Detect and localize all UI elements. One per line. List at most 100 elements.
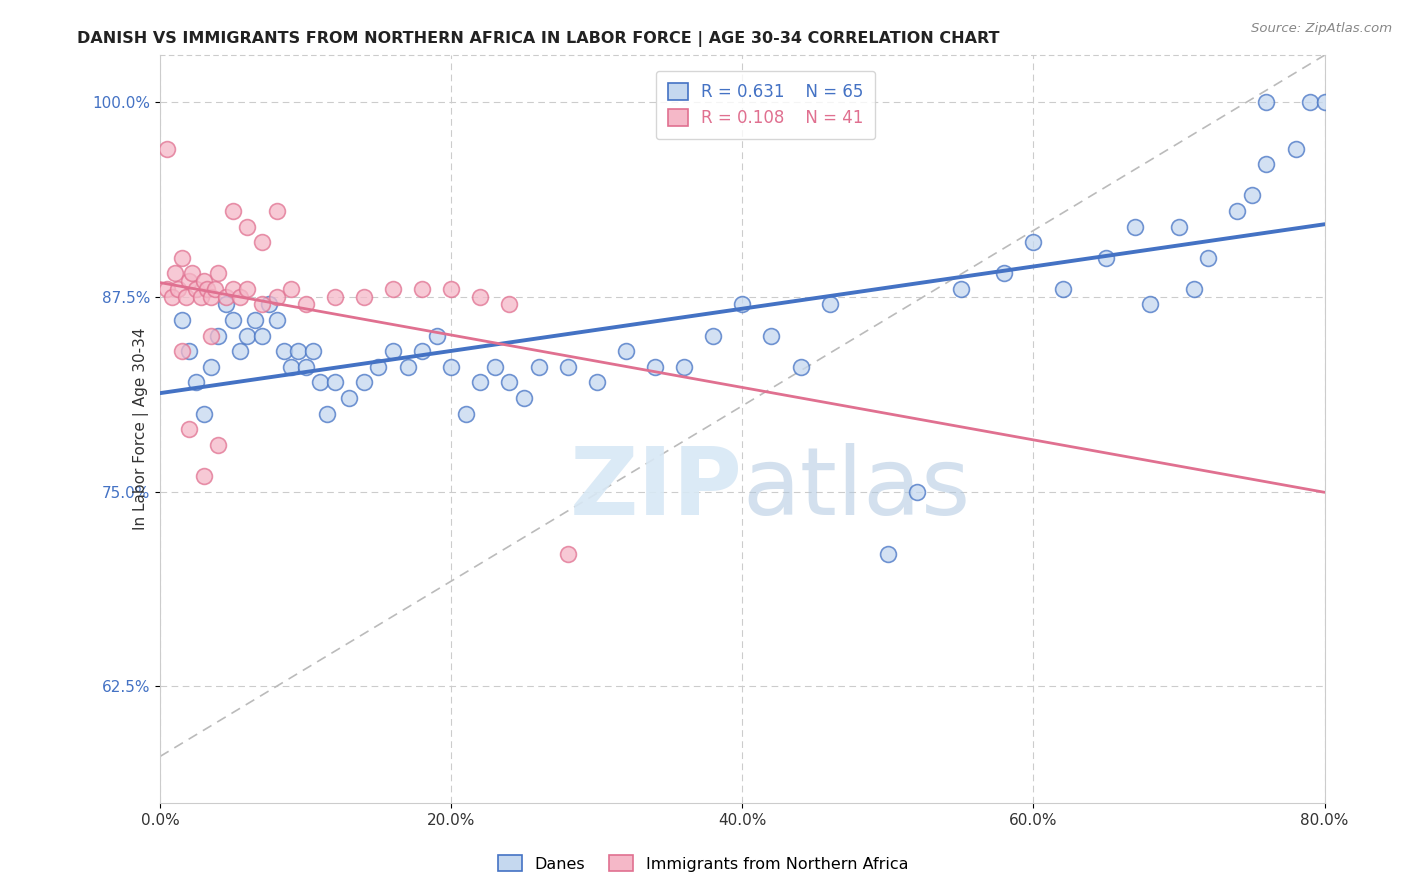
Point <box>905 484 928 499</box>
Point <box>156 142 179 156</box>
Point <box>1168 219 1191 234</box>
Point <box>498 376 520 390</box>
Point <box>179 422 201 436</box>
Point <box>236 328 259 343</box>
Point <box>222 313 245 327</box>
Point <box>527 359 550 374</box>
Point <box>316 407 339 421</box>
Point <box>498 297 520 311</box>
Point <box>1256 95 1278 109</box>
Point <box>222 282 245 296</box>
Point <box>411 344 433 359</box>
Point <box>280 282 302 296</box>
Point <box>156 282 179 296</box>
Point <box>323 290 346 304</box>
Point <box>353 290 375 304</box>
Point <box>557 359 579 374</box>
Point <box>1022 235 1045 249</box>
Point <box>381 282 404 296</box>
Point <box>257 297 280 311</box>
Point <box>1052 282 1074 296</box>
Point <box>200 359 222 374</box>
Point <box>1284 142 1306 156</box>
Point <box>440 282 463 296</box>
Point <box>266 204 288 219</box>
Point <box>236 219 259 234</box>
Legend: R = 0.631    N = 65, R = 0.108    N = 41: R = 0.631 N = 65, R = 0.108 N = 41 <box>657 71 875 139</box>
Point <box>186 282 208 296</box>
Point <box>250 235 273 249</box>
Point <box>614 344 637 359</box>
Point <box>160 290 183 304</box>
Point <box>294 297 316 311</box>
Point <box>166 282 188 296</box>
Point <box>236 282 259 296</box>
Point <box>323 376 346 390</box>
Point <box>170 251 193 265</box>
Point <box>250 328 273 343</box>
Point <box>207 328 229 343</box>
Point <box>411 282 433 296</box>
Point <box>186 376 208 390</box>
Point <box>396 359 419 374</box>
Point <box>250 297 273 311</box>
Point <box>204 282 226 296</box>
Point <box>1125 219 1147 234</box>
Point <box>1182 282 1205 296</box>
Text: atlas: atlas <box>742 443 970 535</box>
Point <box>294 359 316 374</box>
Point <box>170 313 193 327</box>
Point <box>174 290 197 304</box>
Point <box>513 391 536 405</box>
Point <box>1095 251 1118 265</box>
Point <box>287 344 309 359</box>
Point <box>266 313 288 327</box>
Point <box>1256 157 1278 171</box>
Point <box>179 344 201 359</box>
Point <box>761 328 783 343</box>
Point <box>222 204 245 219</box>
Point <box>426 328 449 343</box>
Point <box>1139 297 1161 311</box>
Point <box>309 376 332 390</box>
Text: Source: ZipAtlas.com: Source: ZipAtlas.com <box>1251 22 1392 36</box>
Point <box>193 407 215 421</box>
Point <box>353 376 375 390</box>
Point <box>207 266 229 280</box>
Point <box>190 290 212 304</box>
Point <box>1197 251 1219 265</box>
Point <box>181 266 204 280</box>
Point <box>454 407 477 421</box>
Point <box>179 274 201 288</box>
Point <box>484 359 506 374</box>
Point <box>1299 95 1322 109</box>
Point <box>470 290 492 304</box>
Point <box>229 344 252 359</box>
Point <box>195 282 218 296</box>
Point <box>243 313 266 327</box>
Point <box>337 391 360 405</box>
Point <box>200 328 222 343</box>
Point <box>789 359 811 374</box>
Point <box>207 438 229 452</box>
Point <box>302 344 325 359</box>
Point <box>440 359 463 374</box>
Point <box>381 344 404 359</box>
Point <box>585 376 607 390</box>
Point <box>1313 95 1336 109</box>
Point <box>1226 204 1249 219</box>
Point <box>170 344 193 359</box>
Legend: Danes, Immigrants from Northern Africa: Danes, Immigrants from Northern Africa <box>489 847 917 880</box>
Point <box>1240 188 1263 202</box>
Point <box>266 290 288 304</box>
Point <box>702 328 724 343</box>
Point <box>367 359 389 374</box>
Point <box>280 359 302 374</box>
Point <box>214 290 236 304</box>
Point <box>644 359 666 374</box>
Point <box>877 547 900 561</box>
Y-axis label: In Labor Force | Age 30-34: In Labor Force | Age 30-34 <box>134 328 149 531</box>
Point <box>193 274 215 288</box>
Text: ZIP: ZIP <box>569 443 742 535</box>
Point <box>731 297 754 311</box>
